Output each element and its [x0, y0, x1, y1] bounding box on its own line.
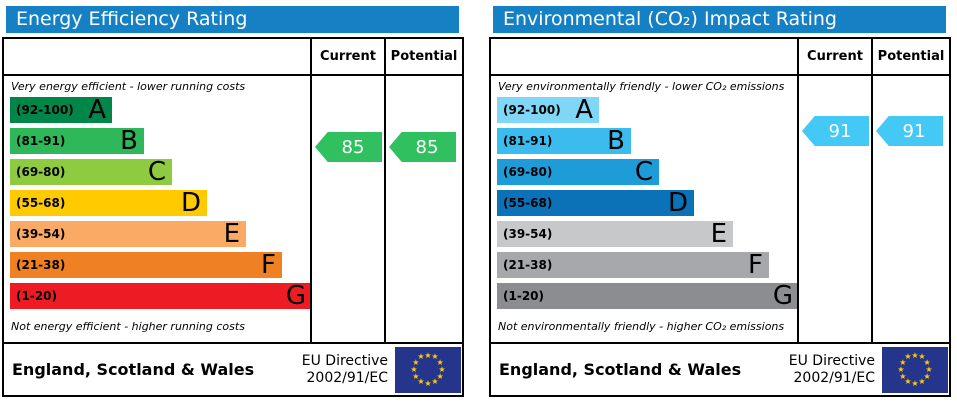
current-rating-arrow: 91: [802, 116, 869, 146]
band-row-d: (55-68) D: [10, 190, 207, 216]
band-letter: E: [223, 219, 240, 249]
potential-rating-cell: 85: [384, 76, 462, 342]
band-range: (81-91): [16, 134, 66, 148]
band-row-e: (39-54) E: [497, 221, 733, 247]
band-range: (39-54): [16, 227, 66, 241]
energy-panel-title: Energy Efficiency Rating: [6, 6, 459, 33]
column-header-potential: Potential: [384, 39, 462, 76]
band-row-f: (21-38) F: [497, 252, 769, 278]
header-spacer: [4, 39, 310, 76]
column-header-potential: Potential: [871, 39, 949, 76]
energy-band-scale: Very energy efficient - lower running co…: [4, 76, 310, 342]
eu-flag-icon: ★ ★ ★ ★ ★ ★ ★ ★ ★ ★ ★ ★: [395, 346, 461, 393]
band-row-a: (92-100) A: [10, 97, 112, 123]
band-letter: D: [667, 188, 688, 218]
co2-rating-table: Current Potential Very environmentally f…: [489, 37, 951, 397]
band-range: (39-54): [503, 227, 553, 241]
band-letter: F: [261, 250, 276, 280]
band-letter: G: [285, 281, 306, 311]
band-row-g: (1-20) G: [10, 283, 310, 309]
band-letter: A: [88, 95, 106, 125]
eu-flag-icon: ★ ★ ★ ★ ★ ★ ★ ★ ★ ★ ★ ★: [882, 346, 948, 393]
band-letter: D: [180, 188, 201, 218]
band-range: (1-20): [16, 289, 57, 303]
panel-footer: England, Scotland & Wales EU Directive 2…: [491, 342, 949, 395]
eu-directive-label: EU Directive 2002/91/EC: [788, 352, 875, 386]
rating-value: 91: [828, 120, 852, 142]
top-note: Very environmentally friendly - lower CO…: [498, 80, 785, 93]
energy-efficiency-panel: Energy Efficiency Rating Current Potenti…: [0, 6, 467, 397]
band-range: (21-38): [503, 258, 553, 272]
band-row-g: (1-20) G: [497, 283, 797, 309]
current-rating-cell: 91: [797, 76, 871, 342]
rating-value: 85: [341, 136, 365, 158]
band-range: (55-68): [503, 196, 553, 210]
band-letter: A: [575, 95, 593, 125]
band-range: (69-80): [16, 165, 66, 179]
band-range: (55-68): [16, 196, 66, 210]
current-rating-cell: 85: [310, 76, 384, 342]
energy-rating-table: Current Potential Very energy efficient …: [2, 37, 464, 397]
potential-rating-arrow: 91: [876, 116, 943, 146]
band-range: (69-80): [503, 165, 553, 179]
band-row-b: (81-91) B: [497, 128, 631, 154]
current-rating-arrow: 85: [315, 132, 382, 162]
band-range: (92-100): [503, 103, 561, 117]
band-letter: F: [748, 250, 763, 280]
band-letter: B: [120, 126, 138, 156]
band-range: (21-38): [16, 258, 66, 272]
footer-region: England, Scotland & Wales: [499, 360, 742, 379]
potential-rating-cell: 91: [871, 76, 949, 342]
band-row-c: (69-80) C: [497, 159, 659, 185]
band-letter: B: [607, 126, 625, 156]
bottom-note: Not energy efficient - higher running co…: [11, 320, 245, 333]
band-row-b: (81-91) B: [10, 128, 144, 154]
band-letter: C: [634, 157, 653, 187]
rating-value: 91: [902, 120, 926, 142]
band-letter: E: [710, 219, 727, 249]
column-header-current: Current: [310, 39, 384, 76]
rating-value: 85: [415, 136, 439, 158]
band-row-c: (69-80) C: [10, 159, 172, 185]
column-header-current: Current: [797, 39, 871, 76]
co2-impact-panel: Environmental (CO₂) Impact Rating Curren…: [487, 6, 954, 397]
panel-footer: England, Scotland & Wales EU Directive 2…: [4, 342, 462, 395]
co2-band-scale: Very environmentally friendly - lower CO…: [491, 76, 797, 342]
bottom-note: Not environmentally friendly - higher CO…: [498, 320, 785, 333]
eu-directive-label: EU Directive 2002/91/EC: [301, 352, 388, 386]
footer-region: England, Scotland & Wales: [12, 360, 255, 379]
band-range: (81-91): [503, 134, 553, 148]
top-note: Very energy efficient - lower running co…: [11, 80, 246, 93]
header-spacer: [491, 39, 797, 76]
potential-rating-arrow: 85: [389, 132, 456, 162]
band-row-e: (39-54) E: [10, 221, 246, 247]
co2-panel-title: Environmental (CO₂) Impact Rating: [493, 6, 946, 33]
band-row-d: (55-68) D: [497, 190, 694, 216]
band-range: (1-20): [503, 289, 544, 303]
band-letter: C: [147, 157, 166, 187]
band-row-f: (21-38) F: [10, 252, 282, 278]
band-letter: G: [772, 281, 793, 311]
band-row-a: (92-100) A: [497, 97, 599, 123]
band-range: (92-100): [16, 103, 74, 117]
